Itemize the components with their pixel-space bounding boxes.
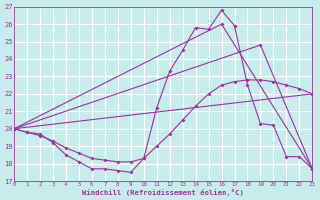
X-axis label: Windchill (Refroidissement éolien,°C): Windchill (Refroidissement éolien,°C) — [82, 189, 244, 196]
